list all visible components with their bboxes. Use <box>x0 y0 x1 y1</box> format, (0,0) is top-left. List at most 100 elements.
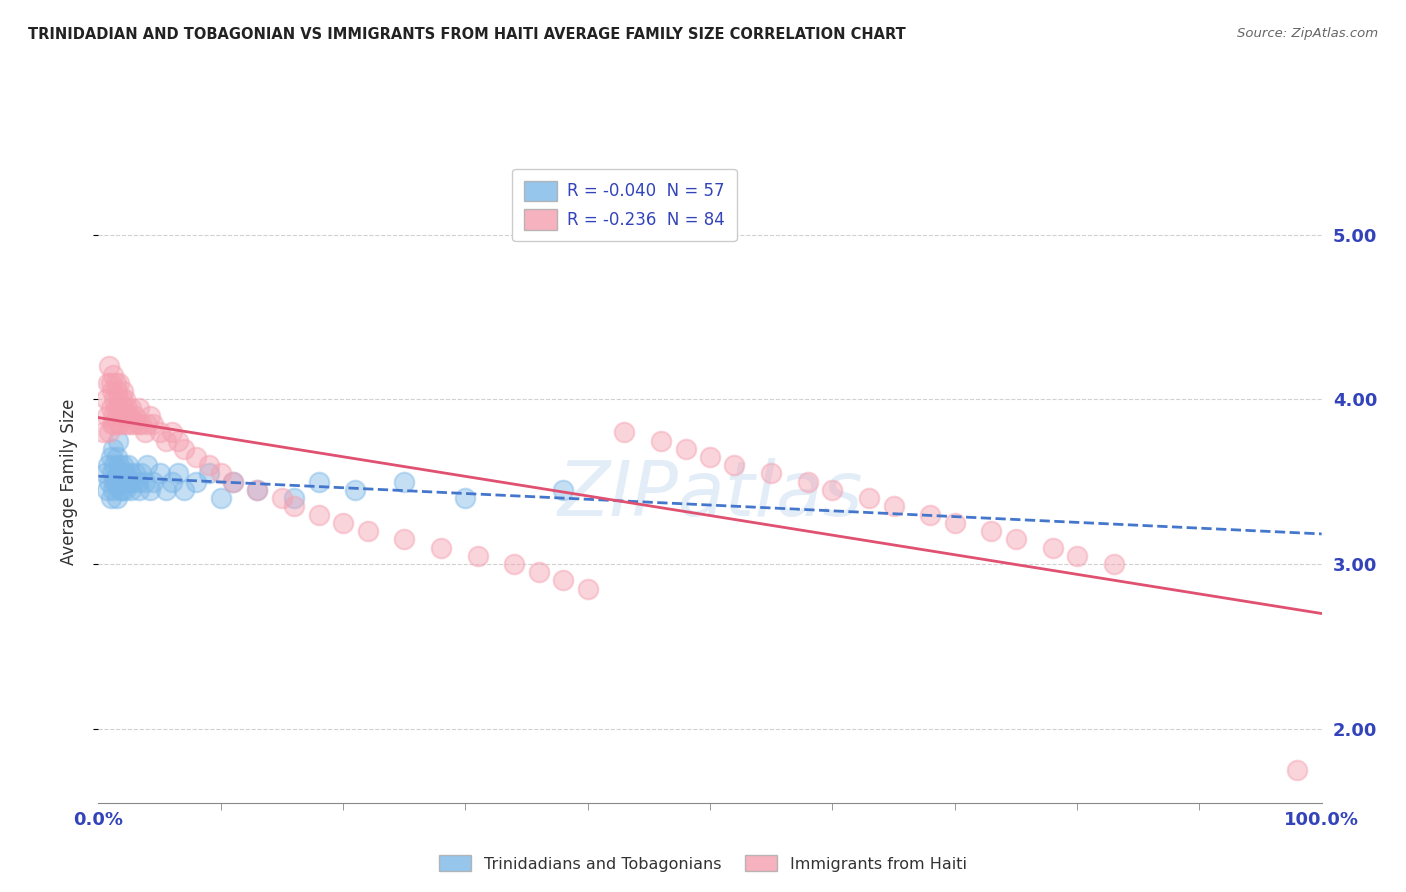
Point <box>980 524 1002 538</box>
Point <box>91 425 114 440</box>
Point <box>100 376 122 390</box>
Point <box>246 483 269 497</box>
Point <box>1286 763 1309 777</box>
Point <box>134 425 156 440</box>
Point <box>173 483 195 497</box>
Point <box>121 475 143 489</box>
Point <box>761 467 783 481</box>
Point <box>308 475 330 489</box>
Point <box>167 467 190 481</box>
Point <box>124 409 146 423</box>
Point <box>98 359 121 374</box>
Text: ZIPatlas: ZIPatlas <box>557 458 863 532</box>
Point <box>105 450 128 464</box>
Point <box>110 467 132 481</box>
Point <box>139 409 162 423</box>
Point <box>332 516 354 530</box>
Point <box>120 401 142 415</box>
Point <box>699 450 721 464</box>
Point <box>553 574 575 588</box>
Point <box>98 425 121 440</box>
Point <box>111 483 134 497</box>
Point <box>797 475 820 489</box>
Point <box>858 491 880 505</box>
Point <box>114 417 136 431</box>
Point <box>105 491 128 505</box>
Point <box>283 500 305 514</box>
Text: TRINIDADIAN AND TOBAGONIAN VS IMMIGRANTS FROM HAITI AVERAGE FAMILY SIZE CORRELAT: TRINIDADIAN AND TOBAGONIAN VS IMMIGRANTS… <box>28 27 905 42</box>
Point <box>115 401 138 415</box>
Point <box>104 401 127 415</box>
Point <box>120 409 142 423</box>
Point <box>1102 557 1125 571</box>
Point <box>114 467 136 481</box>
Point <box>93 467 115 481</box>
Point <box>111 458 134 473</box>
Point <box>197 467 219 481</box>
Point <box>283 491 305 505</box>
Point <box>222 475 245 489</box>
Point <box>115 475 138 489</box>
Point <box>101 409 124 423</box>
Point <box>136 417 159 431</box>
Point <box>467 549 489 563</box>
Point <box>101 483 124 497</box>
Point <box>129 467 152 481</box>
Point <box>111 392 134 407</box>
Point <box>155 434 177 448</box>
Legend: Trinidadians and Tobagonians, Immigrants from Haiti: Trinidadians and Tobagonians, Immigrants… <box>432 847 974 880</box>
Point <box>117 458 139 473</box>
Point <box>124 467 146 481</box>
Point <box>920 508 942 522</box>
Text: Source: ZipAtlas.com: Source: ZipAtlas.com <box>1237 27 1378 40</box>
Y-axis label: Average Family Size: Average Family Size <box>59 399 77 565</box>
Point <box>111 475 134 489</box>
Point <box>128 401 150 415</box>
Point <box>97 458 120 473</box>
Point <box>392 475 416 489</box>
Point <box>108 376 131 390</box>
Point <box>173 442 195 456</box>
Point <box>650 434 672 448</box>
Point <box>127 475 149 489</box>
Point <box>108 401 131 415</box>
Point <box>110 417 132 431</box>
Point <box>110 483 132 497</box>
Point <box>111 401 134 415</box>
Point <box>344 483 367 497</box>
Point <box>1042 541 1064 555</box>
Point <box>112 475 135 489</box>
Point <box>103 458 125 473</box>
Point <box>503 557 526 571</box>
Point <box>527 566 550 580</box>
Point <box>308 508 330 522</box>
Point <box>149 467 172 481</box>
Point <box>209 491 232 505</box>
Point <box>883 500 905 514</box>
Point <box>675 442 697 456</box>
Point <box>100 491 122 505</box>
Point <box>129 417 152 431</box>
Point <box>111 384 134 398</box>
Point <box>454 491 477 505</box>
Point <box>112 409 135 423</box>
Point <box>943 516 966 530</box>
Point <box>103 392 125 407</box>
Point <box>104 475 127 489</box>
Point <box>108 458 131 473</box>
Point <box>167 434 190 448</box>
Point <box>1066 549 1088 563</box>
Point <box>186 475 208 489</box>
Point <box>120 467 142 481</box>
Point <box>101 368 124 382</box>
Point <box>105 384 128 398</box>
Point <box>105 409 128 423</box>
Point <box>100 450 122 464</box>
Point <box>98 475 121 489</box>
Point <box>94 392 117 407</box>
Point <box>209 467 232 481</box>
Point <box>142 417 165 431</box>
Point <box>1004 533 1026 547</box>
Point <box>101 467 124 481</box>
Point <box>100 401 122 415</box>
